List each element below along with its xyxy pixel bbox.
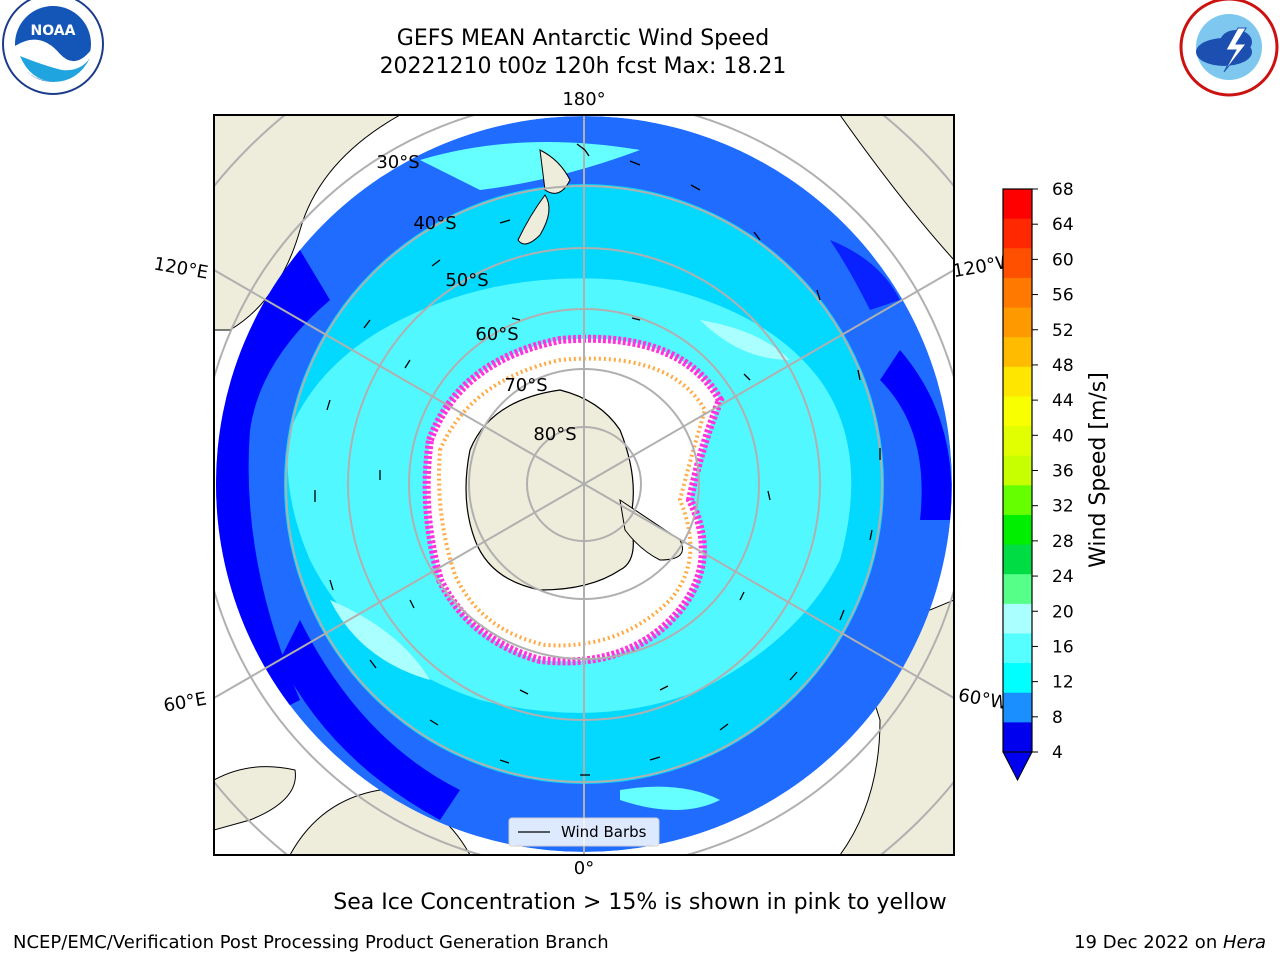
colorbar-label: Wind Speed [m/s] bbox=[1086, 372, 1111, 568]
colorbar-extend-arrow bbox=[1002, 751, 1033, 782]
colorbar-tick-label: 52 bbox=[1052, 321, 1074, 341]
lat-label-30s: 30°S bbox=[376, 152, 419, 173]
colorbar-segment bbox=[1003, 692, 1032, 723]
colorbar-segment bbox=[1003, 426, 1032, 457]
colorbar-tick-label: 8 bbox=[1052, 708, 1063, 728]
footer-host: Hera bbox=[1222, 932, 1266, 953]
colorbar-segment bbox=[1003, 544, 1032, 575]
lat-label-40s: 40°S bbox=[413, 213, 456, 234]
colorbar-segment bbox=[1003, 514, 1032, 546]
lon-label-60w: 60°W bbox=[957, 685, 1010, 714]
lat-label-70s: 70°S bbox=[504, 375, 547, 396]
colorbar-tick-label: 20 bbox=[1052, 602, 1074, 622]
colorbar-segment bbox=[1003, 663, 1032, 694]
colorbar-tick-label: 44 bbox=[1052, 391, 1074, 411]
land-new-zealand-north bbox=[539, 149, 571, 194]
land-madagascar bbox=[214, 766, 296, 831]
colorbar-segment bbox=[1003, 485, 1032, 516]
national-weather-service-logo-icon bbox=[1179, 0, 1279, 97]
footer-credit: NCEP/EMC/Verification Post Processing Pr… bbox=[13, 932, 609, 953]
land-new-zealand-south bbox=[517, 194, 550, 245]
lat-label-50s: 50°S bbox=[445, 270, 488, 291]
caption: Sea Ice Concentration > 15% is shown in … bbox=[333, 890, 947, 915]
lat-label-60s: 60°S bbox=[475, 324, 518, 345]
colorbar-tick-label: 48 bbox=[1052, 356, 1074, 376]
lon-label-180: 180° bbox=[562, 89, 605, 110]
colorbar-segment bbox=[1003, 455, 1032, 486]
colorbar-tick-label: 56 bbox=[1052, 286, 1074, 306]
colorbar-tick-label: 28 bbox=[1052, 532, 1074, 552]
colorbar-segment bbox=[1003, 307, 1032, 338]
colorbar-tick-label: 32 bbox=[1052, 497, 1074, 517]
wind-barbs bbox=[314, 143, 881, 776]
colorbar-segment bbox=[1003, 396, 1032, 427]
land-antarctica bbox=[465, 389, 634, 591]
graticule bbox=[213, 115, 955, 855]
map-legend: Wind Barbs bbox=[508, 817, 660, 847]
colorbar-tick-label: 36 bbox=[1052, 462, 1074, 482]
colorbar-segment bbox=[1003, 277, 1032, 309]
lon-label-0: 0° bbox=[574, 858, 594, 879]
colorbar: 68 64 60 56 52 48 44 40 36 32 28 24 20 16 12 8 4 Wind Sp… bbox=[1002, 180, 1111, 782]
chart-title: GEFS MEAN Antarctic Wind Speed bbox=[396, 26, 770, 51]
colorbar-tick-label: 40 bbox=[1052, 426, 1074, 446]
colorbar-segment bbox=[1003, 722, 1032, 753]
colorbar-segment bbox=[1003, 248, 1032, 279]
colorbar-tick-label: 4 bbox=[1052, 743, 1063, 763]
colorbar-segment bbox=[1003, 218, 1032, 249]
lon-label-60e: 60°E bbox=[162, 688, 208, 716]
colorbar-segment bbox=[1003, 574, 1032, 605]
colorbar-segment bbox=[1003, 366, 1032, 397]
colorbar-tick-label: 24 bbox=[1052, 567, 1074, 587]
colorbar-segment bbox=[1003, 189, 1032, 220]
colorbar-tick-label: 12 bbox=[1052, 673, 1074, 693]
colorbar-segment bbox=[1003, 603, 1032, 634]
chart-subtitle: 20221210 t00z 120h fcst Max: 18.21 bbox=[379, 54, 787, 79]
noaa-logo-icon: NOAA bbox=[2, 0, 104, 95]
colorbar-tick-label: 16 bbox=[1052, 637, 1074, 657]
colorbar-segment bbox=[1003, 633, 1032, 664]
footer-date: 19 Dec 2022 on Hera bbox=[1074, 932, 1266, 953]
lon-label-120e: 120°E bbox=[152, 253, 210, 283]
colorbar-tick-label: 60 bbox=[1052, 250, 1074, 270]
map-border bbox=[213, 114, 955, 856]
noaa-logo-text: NOAA bbox=[31, 23, 76, 39]
colorbar-tick-label: 68 bbox=[1052, 180, 1074, 200]
footer-date-text: 19 Dec 2022 on bbox=[1074, 932, 1223, 953]
legend-label: Wind Barbs bbox=[561, 823, 647, 841]
colorbar-tick-label: 64 bbox=[1052, 215, 1074, 235]
lat-label-80s: 80°S bbox=[533, 424, 576, 445]
colorbar-segment bbox=[1003, 337, 1032, 368]
